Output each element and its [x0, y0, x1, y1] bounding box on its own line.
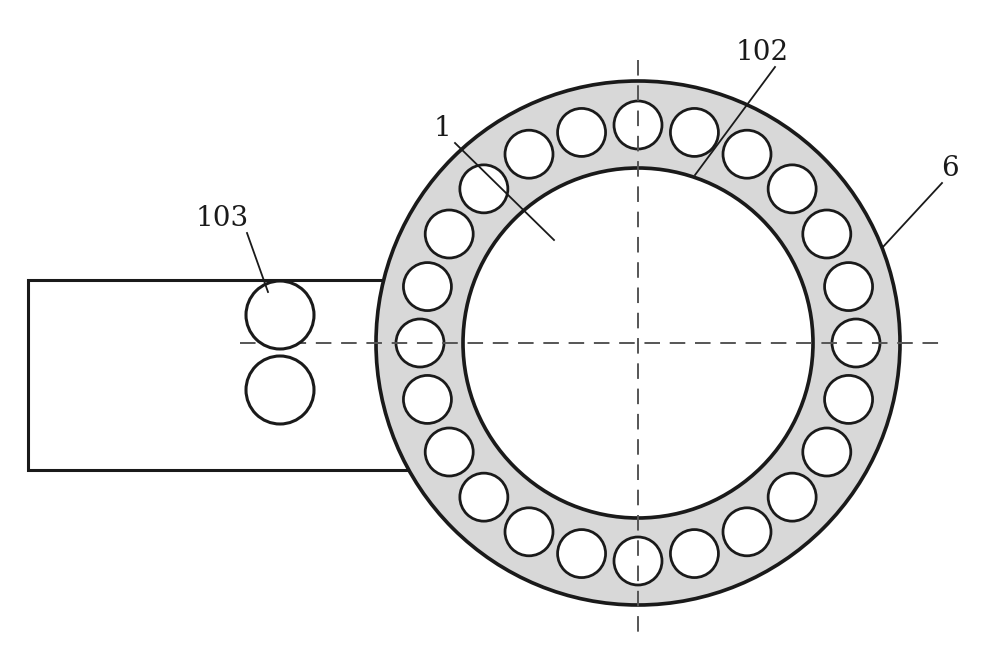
- Circle shape: [425, 210, 473, 258]
- Circle shape: [803, 428, 851, 476]
- Circle shape: [825, 263, 873, 311]
- Circle shape: [803, 210, 851, 258]
- Circle shape: [463, 168, 813, 518]
- Text: 1: 1: [433, 115, 451, 141]
- Circle shape: [403, 263, 451, 311]
- Text: 102: 102: [735, 39, 789, 65]
- Circle shape: [723, 130, 771, 178]
- Circle shape: [670, 530, 718, 578]
- Circle shape: [825, 376, 873, 424]
- Bar: [28, 280, 426, 470]
- Circle shape: [723, 508, 771, 556]
- Circle shape: [246, 356, 314, 424]
- Circle shape: [614, 537, 662, 585]
- Circle shape: [505, 130, 553, 178]
- Circle shape: [460, 165, 508, 213]
- Circle shape: [376, 81, 900, 605]
- Circle shape: [558, 530, 606, 578]
- Circle shape: [768, 165, 816, 213]
- Circle shape: [396, 319, 444, 367]
- Circle shape: [246, 281, 314, 349]
- Circle shape: [505, 508, 553, 556]
- Circle shape: [614, 101, 662, 149]
- Text: 103: 103: [195, 205, 249, 231]
- Circle shape: [425, 428, 473, 476]
- Text: 6: 6: [941, 155, 959, 181]
- Circle shape: [460, 473, 508, 521]
- Circle shape: [768, 473, 816, 521]
- Circle shape: [832, 319, 880, 367]
- Circle shape: [670, 109, 718, 157]
- Circle shape: [403, 376, 451, 424]
- Circle shape: [558, 109, 606, 157]
